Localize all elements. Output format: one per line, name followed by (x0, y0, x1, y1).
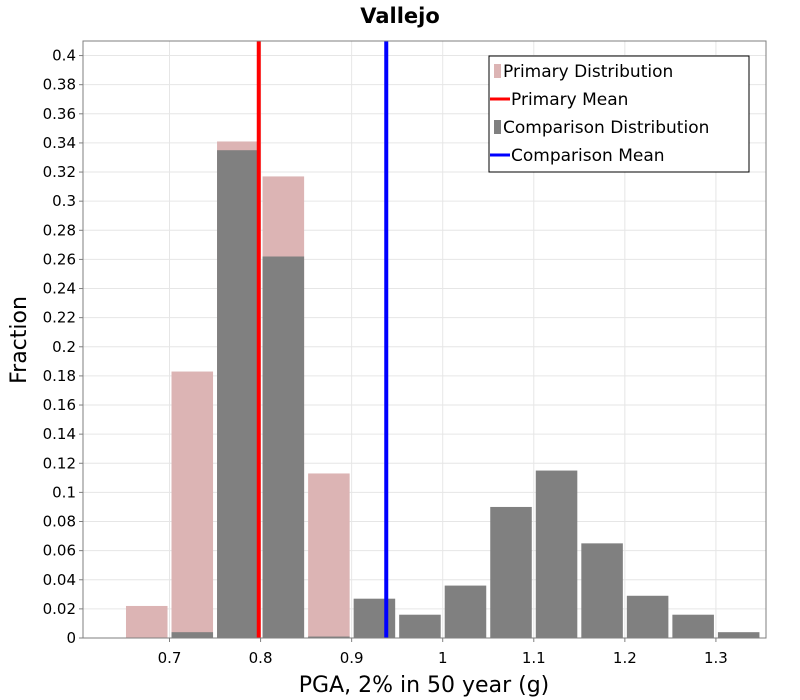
comparison-bar (490, 506, 532, 638)
comparison-bar (717, 632, 760, 638)
primary-bar (171, 371, 214, 638)
y-tick-label: 0.34 (43, 134, 76, 152)
comparison-bar (626, 595, 669, 638)
x-tick-label: 1 (438, 649, 448, 667)
comparison-bar (171, 632, 214, 638)
x-tick-label: 1.3 (704, 649, 728, 667)
x-tick-label: 1.1 (522, 649, 546, 667)
comparison-bar (444, 585, 487, 638)
x-axis-ticks: 0.7 0.8 0.9 1 1.1 1.2 1.3 (158, 638, 728, 667)
y-tick-label: 0.16 (43, 396, 76, 414)
y-tick-label: 0.28 (43, 221, 76, 239)
legend-swatch-bar (494, 120, 501, 134)
x-tick-label: 0.7 (158, 649, 182, 667)
mean-lines (256, 41, 389, 638)
y-tick-label: 0.18 (43, 367, 76, 385)
legend-label: Comparison Distribution (503, 118, 709, 138)
y-tick-label: 0.22 (43, 309, 76, 327)
y-axis-label: Fraction (7, 296, 32, 384)
comparison-bar (535, 470, 578, 638)
y-tick-label: 0.4 (52, 47, 76, 65)
y-tick-label: 0.06 (43, 542, 76, 560)
x-axis-label: PGA, 2% in 50 year (g) (299, 673, 550, 698)
y-tick-label: 0.2 (52, 338, 76, 356)
y-tick-label: 0.3 (52, 192, 76, 210)
legend-label: Primary Mean (511, 90, 628, 110)
legend-swatch-bar (494, 64, 501, 78)
comparison-bar (262, 256, 305, 638)
x-tick-label: 1.2 (613, 649, 637, 667)
comparison-bar (399, 614, 441, 638)
y-tick-label: 0.36 (43, 105, 76, 123)
legend-label: Primary Distribution (503, 62, 673, 82)
y-tick-label: 0.38 (43, 76, 76, 94)
legend: Primary Distribution Primary Mean Comparis… (488, 55, 750, 173)
y-tick-label: 0.04 (43, 571, 76, 589)
y-tick-label: 0.08 (43, 513, 76, 531)
y-tick-label: 0 (66, 629, 76, 647)
y-tick-label: 0.24 (43, 280, 76, 298)
comparison-bar (308, 636, 350, 638)
y-tick-label: 0.26 (43, 250, 76, 268)
x-tick-label: 0.8 (249, 649, 273, 667)
plot-area-frame (82, 40, 767, 639)
y-tick-label: 0.02 (43, 600, 76, 618)
primary-bar (308, 473, 350, 638)
comparison-bar (353, 598, 396, 638)
x-tick-label: 0.9 (340, 649, 364, 667)
legend-box (488, 55, 750, 173)
comparison-bar (672, 614, 714, 638)
legend-label: Comparison Mean (511, 146, 665, 166)
y-tick-label: 0.14 (43, 425, 76, 443)
comparison-bar (217, 150, 259, 638)
comparison-distribution-bars (171, 150, 760, 638)
primary-bar (125, 605, 168, 638)
comparison-bar (581, 543, 623, 638)
y-tick-label: 0.12 (43, 454, 76, 472)
chart-title: Vallejo (360, 4, 440, 28)
y-tick-label: 0.32 (43, 163, 76, 181)
y-tick-label: 0.1 (52, 483, 76, 501)
y-axis-ticks: 0 0.02 0.04 0.06 0.08 0.1 0.12 0.14 0.16 0.18 0.2 0… (43, 47, 83, 647)
